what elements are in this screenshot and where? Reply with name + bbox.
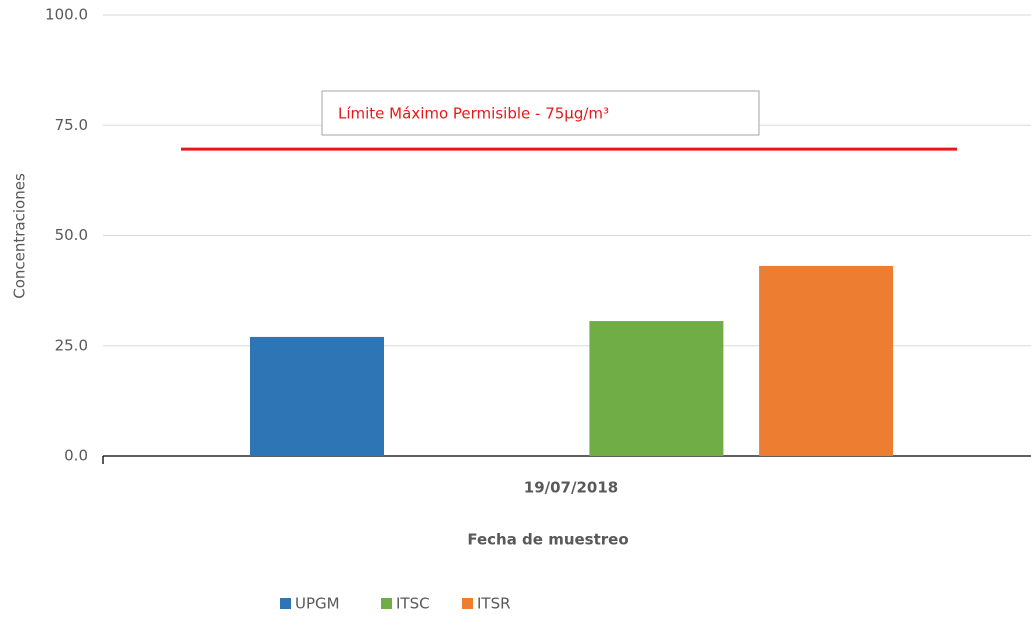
y-axis-title: Concentraciones: [11, 173, 29, 299]
x-tick-label: 19/07/2018: [524, 479, 618, 497]
legend-swatch: [381, 598, 392, 609]
legend-label: UPGM: [295, 595, 340, 613]
legend-label: ITSC: [396, 595, 430, 613]
legend-swatch: [462, 598, 473, 609]
bar: [589, 321, 724, 456]
y-tick-label: 75.0: [55, 116, 88, 134]
bar: [759, 265, 894, 456]
x-axis-title: Fecha de muestreo: [467, 531, 628, 549]
legend-swatch: [280, 598, 291, 609]
y-tick-label: 0.0: [64, 447, 88, 465]
legend-label: ITSR: [477, 595, 511, 613]
bar: [250, 336, 384, 456]
y-tick-label: 25.0: [55, 336, 88, 354]
y-tick-label: 100.0: [45, 6, 88, 24]
annotation-box: [321, 90, 760, 136]
annotation: Límite Máximo Permisible - 75µg/m³: [338, 105, 609, 123]
y-tick-label: 50.0: [55, 226, 88, 244]
